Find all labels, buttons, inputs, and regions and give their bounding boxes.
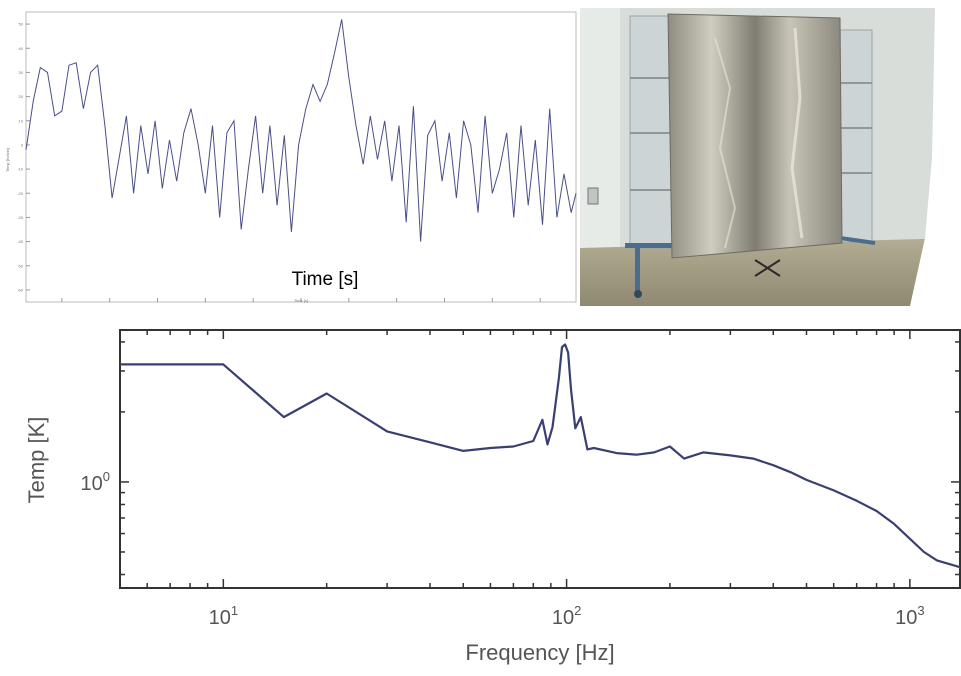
ts-y-tick-label: 20 [19,94,24,99]
ts-y-tick-label: 40 [19,46,24,51]
photo-left-rack [625,15,685,249]
ts-y-tick-label: 50 [19,22,24,27]
spectrum-x-axis-label: Frequency [Hz] [465,640,614,665]
spectrum-ticks [119,330,960,588]
ts-x-tick-label: 4.08 [249,305,258,306]
spectrum-x-tick-labels: 101 102 103 [209,603,925,629]
ts-y-tick-label: -30 [17,215,24,220]
photo-wall-socket [587,187,599,205]
time-series-y-label: Temp [Kelvin] [5,148,10,172]
ts-x-tick-label: 4.14 [393,305,402,306]
ts-y-tick-label: 30 [19,70,24,75]
ts-y-tick-label: -20 [17,191,24,196]
time-series-line [25,19,577,242]
ts-y-tick-label: -50 [17,263,24,268]
frequency-spectrum-chart: 101 102 103 100 Frequency [Hz] Temp [K] [0,320,961,671]
ts-x-tick-label: 4 [61,305,64,306]
spectrum-line [120,343,961,569]
experiment-photo [580,8,961,306]
ts-x-tick-label: 4.1 [298,305,304,306]
photo-foil-sheet [667,13,843,259]
ts-y-tick-label: 10 [19,118,24,123]
x-tick-label-10-2: 102 [552,603,581,629]
photo-stand-left [635,248,640,293]
frequency-spectrum-svg: 101 102 103 100 Frequency [Hz] Temp [K] [24,329,961,665]
ts-y-tick-label: -60 [17,287,24,292]
experiment-photo-svg [580,8,961,306]
ts-x-tick-label: 4.2 [537,305,543,306]
x-tick-label-10-1: 101 [209,603,238,629]
ts-x-tick-label: 4.04 [154,305,163,306]
spectrum-y-axis-label: Temp [K] [24,417,49,504]
ts-x-tick-label: 4.18 [488,305,497,306]
time-series-frame [25,11,577,303]
ts-x-tick-label: 4.06 [201,305,210,306]
time-series-x-label-overlay: Time [s] [292,269,359,290]
ts-y-tick-label: -40 [17,239,24,244]
ts-x-tick-label: 4.02 [106,305,115,306]
time-series-svg: 4 4.02 4.04 4.06 4.08 4.1 4.12 4.14 4.16 4.18 4.2 5… [5,11,577,310]
ts-x-tick-label: 4.16 [441,305,450,306]
photo-x-marker [754,259,781,277]
photo-white-edge [910,8,961,306]
ts-x-tick-label: 4.12 [345,305,354,306]
y-tick-label-10-0: 100 [81,469,110,495]
x-tick-label-10-3: 103 [895,603,924,629]
ts-y-tick-label: 0 [21,142,24,147]
spectrum-frame [119,329,961,589]
ts-y-tick-label: -10 [17,167,24,172]
time-series-chart: 4 4.02 4.04 4.06 4.08 4.1 4.12 4.14 4.16 4.18 4.2 5… [0,0,580,310]
time-series-x-label-small: Time [s] [294,298,308,303]
